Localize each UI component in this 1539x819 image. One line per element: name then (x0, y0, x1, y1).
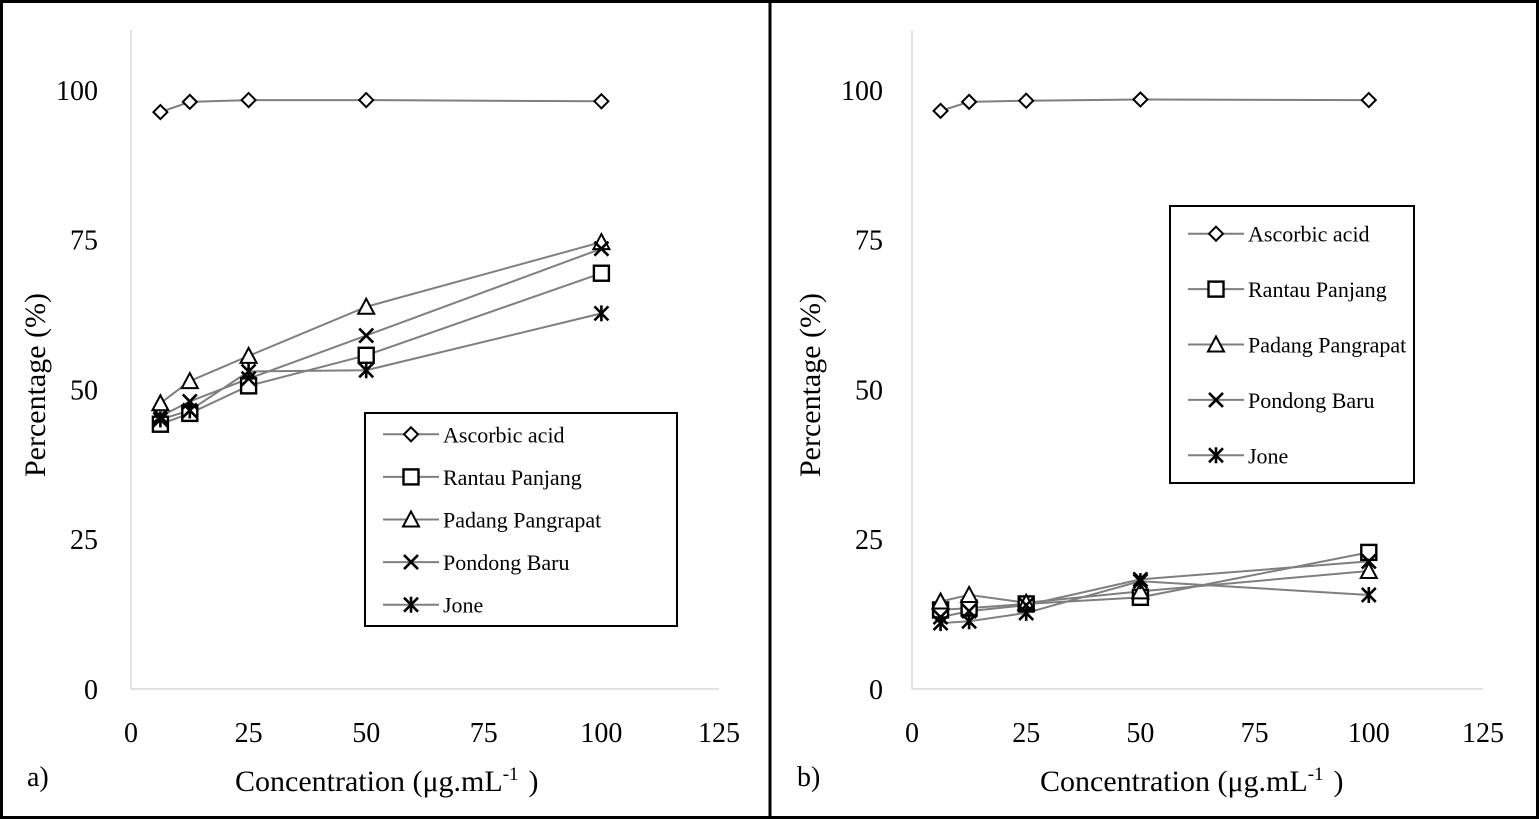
data-point-ascorbic-acid (1131, 91, 1149, 108)
data-point-pondong-baru (593, 240, 610, 257)
legend-marker-ascorbic-acid (402, 425, 420, 443)
x-tick-label: 100 (1348, 718, 1390, 749)
data-point-jone (932, 615, 949, 632)
legend-marker-ascorbic-acid (1207, 225, 1225, 243)
y-tick-label: 100 (56, 76, 98, 107)
data-point-pondong-baru (1360, 553, 1377, 570)
data-point-jone (181, 402, 198, 419)
legend: Ascorbic acid Rantau Panjang Padang Pangra… (1169, 205, 1415, 484)
data-point-jone (240, 363, 257, 380)
chart-panel-a: 0 25 50 75 100 0 25 50 75 100 125 Percentage (%) Con… (19, 30, 740, 798)
y-tick-label: 0 (84, 675, 98, 706)
y-tick-label: 100 (841, 76, 883, 107)
y-axis-title: Percentage (%) (19, 293, 52, 477)
legend-label: Padang Pangrapat (1248, 333, 1406, 358)
data-point-padang-pangrapat (356, 296, 376, 315)
x-tick-label: 25 (235, 718, 263, 749)
data-point-jone (1360, 586, 1377, 603)
panel-label: a) (27, 762, 49, 793)
y-tick-label: 75 (70, 226, 98, 257)
data-point-padang-pangrapat (180, 370, 200, 390)
legend: Ascorbic acid Rantau Panjang Padang Pangra… (364, 412, 678, 627)
legend-label: Ascorbic acid (1248, 222, 1370, 247)
legend-marker-padang-pangrapat (1206, 334, 1226, 353)
y-tick-label: 75 (855, 226, 883, 257)
y-tick-label: 0 (869, 675, 883, 706)
x-tick-label: 75 (470, 718, 498, 749)
y-axis-title: Percentage (%) (794, 293, 827, 477)
x-tick-label: 0 (905, 718, 919, 749)
data-point-jone (1132, 573, 1149, 590)
y-tick-label: 50 (855, 375, 883, 406)
legend-marker-pondong-baru (403, 554, 419, 571)
y-tick-label: 25 (70, 525, 98, 556)
legend-label: Rantau Panjang (443, 465, 582, 490)
data-point-ascorbic-acid (592, 92, 610, 110)
x-tick-label: 50 (352, 718, 380, 749)
data-point-jone (358, 362, 375, 379)
x-tick-label: 125 (698, 718, 740, 749)
data-point-rantau-panjang (357, 346, 375, 365)
x-axis-title: Concentration (μg.mL-1) (1040, 764, 1344, 798)
legend-label: Ascorbic acid (443, 422, 565, 447)
x-tick-label: 25 (1012, 718, 1040, 749)
data-point-padang-pangrapat (1359, 560, 1379, 579)
y-tick-label: 50 (70, 375, 98, 406)
data-point-ascorbic-acid (357, 91, 375, 109)
data-point-padang-pangrapat (959, 584, 979, 603)
x-tick-label: 100 (580, 718, 622, 749)
x-tick-label: 75 (1241, 718, 1269, 749)
x-tick-label: 50 (1126, 718, 1154, 749)
data-point-padang-pangrapat (1130, 581, 1151, 600)
data-point-ascorbic-acid (151, 103, 169, 121)
legend-marker-pondong-baru (1208, 391, 1224, 408)
data-point-jone (961, 613, 978, 630)
chart-panel-b: 0 25 50 75 100 0 25 50 75 100 125 Percentage (%) Con… (794, 30, 1504, 798)
legend-marker-padang-pangrapat (401, 509, 421, 528)
data-point-rantau-panjang (592, 264, 611, 282)
data-point-jone (1018, 604, 1035, 621)
legend-label: Pondong Baru (1248, 388, 1375, 413)
data-point-ascorbic-acid (1360, 91, 1378, 109)
legend-marker-rantau-panjang (402, 468, 420, 486)
data-point-ascorbic-acid (181, 93, 199, 111)
x-axis-title: Concentration (μg.mL-1) (235, 764, 539, 798)
data-point-padang-pangrapat (930, 591, 951, 610)
panel-label: b) (797, 762, 820, 793)
y-tick-label: 25 (855, 525, 883, 556)
data-point-ascorbic-acid (1017, 92, 1035, 110)
data-point-rantau-panjang (239, 377, 258, 395)
data-point-ascorbic-acid (960, 93, 978, 111)
legend-label: Padang Pangrapat (443, 508, 601, 533)
legend-label: Jone (1248, 443, 1288, 468)
x-tick-label: 0 (124, 718, 138, 749)
data-point-padang-pangrapat (238, 345, 259, 364)
data-point-pondong-baru (358, 327, 375, 344)
legend-marker-rantau-panjang (1207, 280, 1225, 298)
legend-marker-jone (403, 596, 419, 613)
x-tick-label: 125 (1462, 718, 1504, 749)
data-point-ascorbic-acid (932, 102, 949, 120)
legend-label: Jone (443, 593, 483, 618)
data-point-jone (593, 305, 610, 322)
data-point-ascorbic-acid (240, 91, 258, 109)
legend-label: Pondong Baru (443, 550, 570, 575)
legend-marker-jone (1208, 447, 1224, 464)
data-point-padang-pangrapat (150, 393, 171, 412)
data-point-jone (152, 411, 169, 428)
legend-label: Rantau Panjang (1248, 277, 1387, 302)
